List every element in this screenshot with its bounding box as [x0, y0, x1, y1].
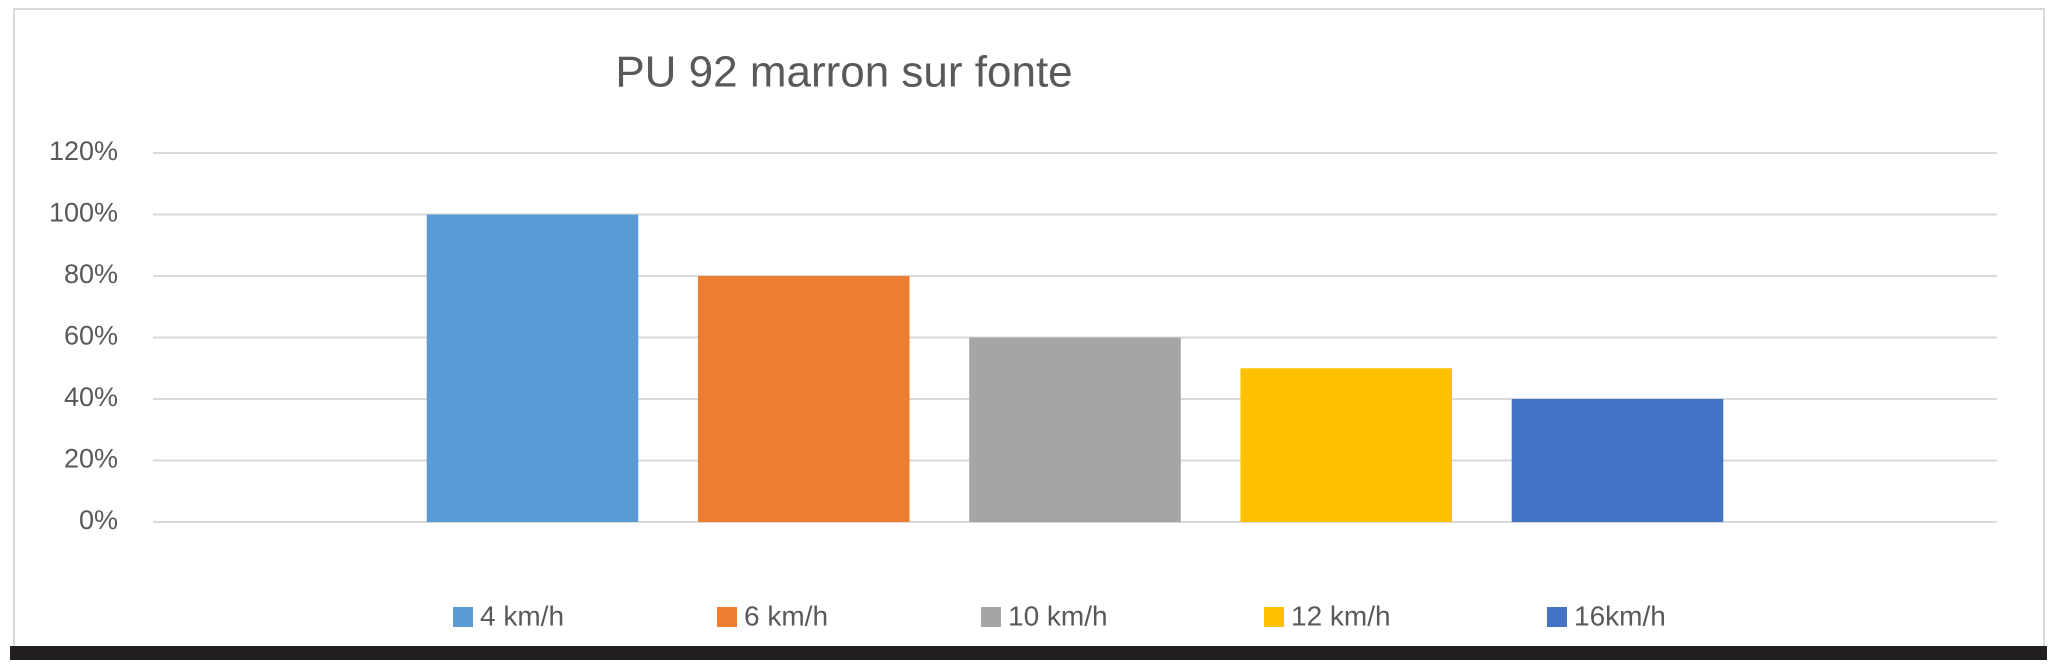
legend-swatch [1547, 607, 1567, 627]
legend-swatch [453, 607, 473, 627]
bar [426, 214, 639, 522]
chart-frame [13, 8, 2045, 650]
bar [1240, 368, 1453, 522]
bottom-bar [10, 646, 2047, 660]
y-tick-label: 60% [64, 321, 118, 351]
legend-swatch [981, 607, 1001, 627]
bar [969, 337, 1181, 522]
y-tick-label: 120% [49, 136, 118, 166]
bar [697, 276, 910, 522]
legend-swatch [1264, 607, 1284, 627]
bar [1511, 399, 1724, 522]
legend-label: 6 km/h [744, 600, 828, 631]
legend-label: 4 km/h [480, 600, 564, 631]
legend-label: 12 km/h [1291, 600, 1391, 631]
legend-swatch [717, 607, 737, 627]
y-tick-label: 80% [64, 259, 118, 289]
y-tick-label: 20% [64, 444, 118, 474]
legend-label: 10 km/h [1008, 600, 1108, 631]
y-tick-label: 100% [49, 198, 118, 228]
legend-label: 16km/h [1574, 600, 1666, 631]
y-tick-label: 40% [64, 382, 118, 412]
y-tick-label: 0% [79, 505, 118, 535]
chart-title: PU 92 marron sur fonte [615, 48, 1072, 97]
